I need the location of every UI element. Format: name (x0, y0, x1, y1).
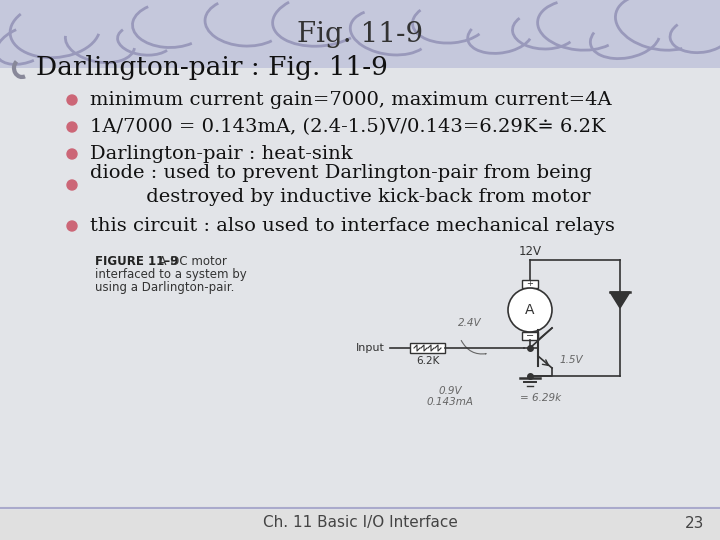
Bar (0, 68, 720, 510)
Text: Ch. 11 Basic I/O Interface: Ch. 11 Basic I/O Interface (263, 516, 457, 530)
Circle shape (67, 122, 77, 132)
Text: A DC motor: A DC motor (151, 255, 227, 268)
Text: diode : used to prevent Darlington-pair from being
         destroyed by inducti: diode : used to prevent Darlington-pair … (90, 164, 592, 206)
FancyBboxPatch shape (522, 332, 538, 340)
Text: −: − (526, 331, 534, 341)
Circle shape (67, 221, 77, 231)
Text: Input: Input (356, 343, 385, 353)
Text: 23: 23 (685, 516, 705, 530)
Circle shape (508, 288, 552, 332)
Text: 0.9V: 0.9V (438, 386, 462, 396)
Text: 1.5V: 1.5V (560, 355, 584, 365)
Text: +: + (526, 280, 534, 288)
FancyBboxPatch shape (522, 280, 538, 288)
Text: this circuit : also used to interface mechanical relays: this circuit : also used to interface me… (90, 217, 615, 235)
Text: minimum current gain=7000, maximum current=4A: minimum current gain=7000, maximum curre… (90, 91, 611, 109)
Text: Fig. 11-9: Fig. 11-9 (297, 21, 423, 48)
Text: Darlington-pair : heat-sink: Darlington-pair : heat-sink (90, 145, 353, 163)
Circle shape (67, 95, 77, 105)
Text: 1A/7000 = 0.143mA, (2.4-1.5)V/0.143=6.29K≐ 6.2K: 1A/7000 = 0.143mA, (2.4-1.5)V/0.143=6.29… (90, 118, 606, 136)
Circle shape (67, 180, 77, 190)
FancyArrowPatch shape (462, 341, 486, 354)
Text: 12V: 12V (518, 245, 541, 258)
Text: 2.4V: 2.4V (458, 318, 482, 328)
Text: A: A (526, 303, 535, 317)
Text: 6.2K: 6.2K (416, 356, 439, 366)
Bar (0, 68, 720, 510)
Text: Darlington-pair : Fig. 11-9: Darlington-pair : Fig. 11-9 (36, 56, 388, 80)
Text: using a Darlington-pair.: using a Darlington-pair. (95, 281, 235, 294)
Text: = 6.29k: = 6.29k (520, 393, 561, 403)
Bar (0, 0, 720, 68)
Polygon shape (610, 292, 630, 308)
Text: FIGURE 11–9: FIGURE 11–9 (95, 255, 179, 268)
Text: interfaced to a system by: interfaced to a system by (95, 268, 247, 281)
Text: 0.143mA: 0.143mA (426, 397, 474, 407)
Circle shape (67, 149, 77, 159)
FancyBboxPatch shape (410, 343, 445, 353)
